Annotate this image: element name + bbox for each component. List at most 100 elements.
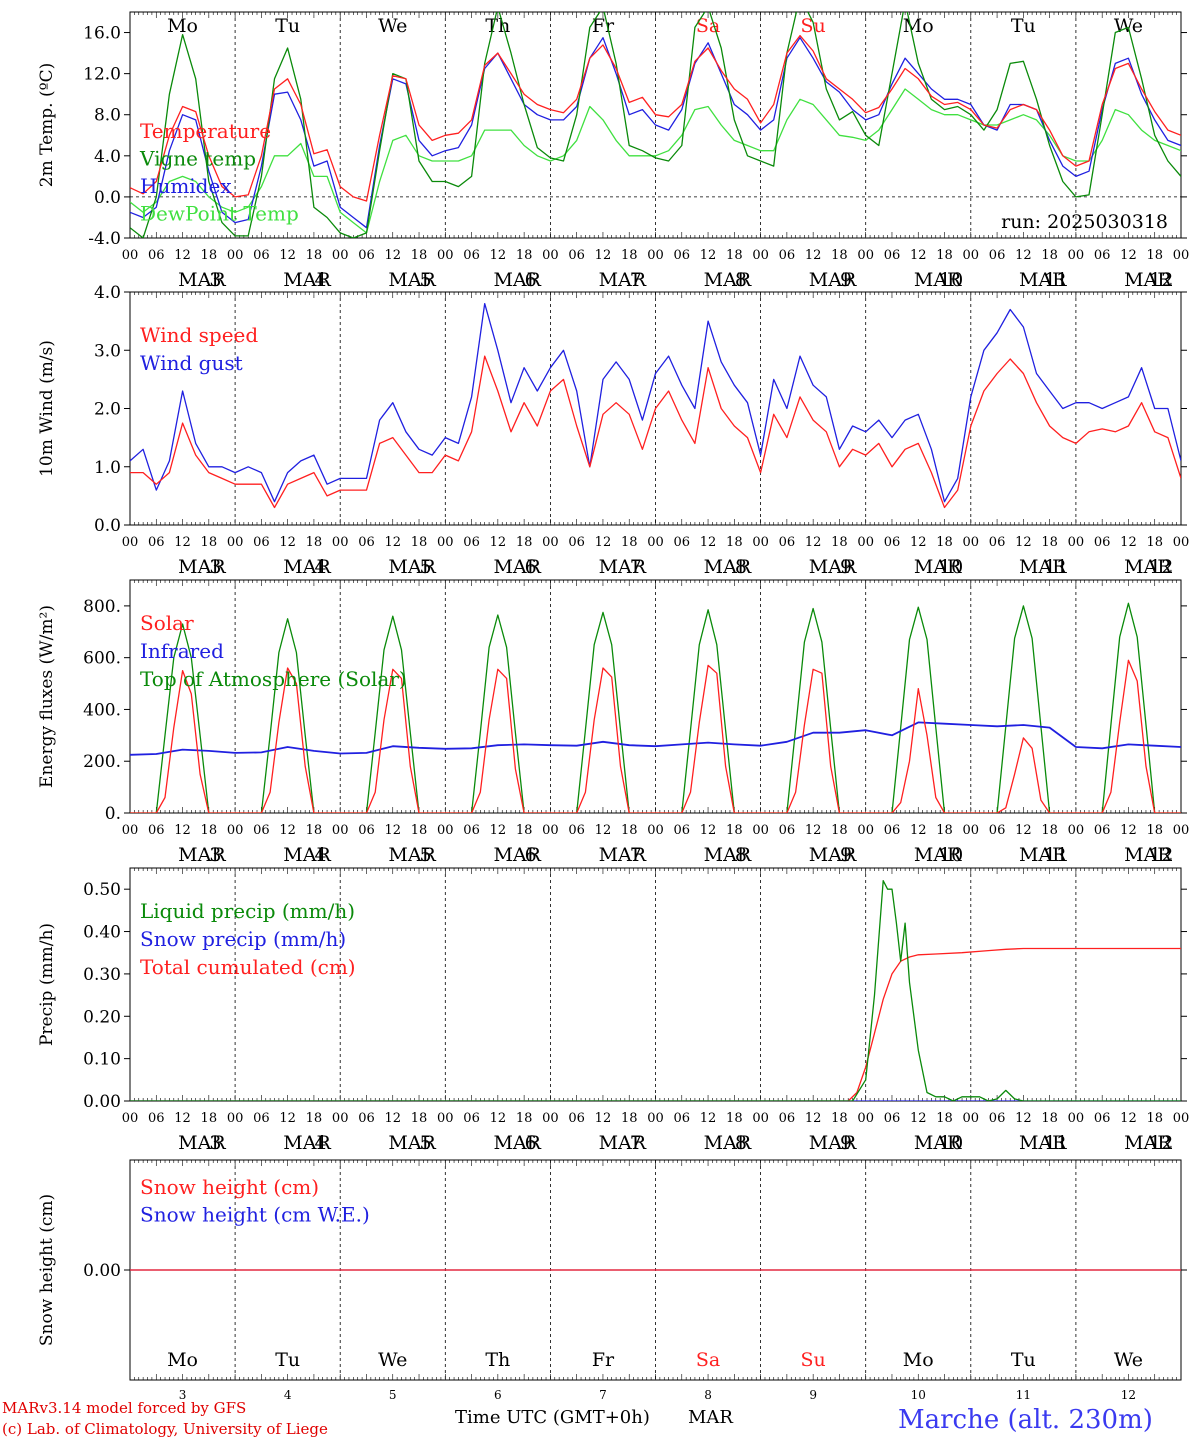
date-label-day: 7 [630,269,642,291]
legend-entry: Total cumulated (cm) [140,955,356,979]
date-label-day: 12 [1149,269,1173,291]
date-label-day: 11 [1044,269,1068,291]
date-label-day: 10 [939,556,963,578]
hour-tick-label: 12 [490,1111,507,1126]
legend-entry: Humidex [140,174,232,198]
hour-tick-label: 06 [884,248,901,263]
hour-tick-label: 00 [332,535,349,550]
hour-tick-label: 18 [516,535,533,550]
hour-tick-label: 12 [700,1111,717,1126]
date-label-month: MAR [388,269,436,291]
y-tick-label: 1.0 [94,458,121,478]
hour-tick-label: 18 [516,823,533,838]
hour-tick-label: 00 [437,535,454,550]
y-tick-label: 0.0 [94,188,121,208]
series-line-infrared [130,721,1181,756]
hour-tick-label: 06 [253,248,270,263]
y-tick-label: 4.0 [94,147,121,167]
hour-tick-label: 12 [279,248,296,263]
hour-tick-label: 18 [1041,248,1058,263]
weekday-label: Tu [1011,15,1036,37]
hour-tick-label: 18 [831,1111,848,1126]
hour-tick-label: 00 [332,823,349,838]
hour-tick-label: 12 [805,823,822,838]
hour-tick-label: 12 [1120,535,1137,550]
hour-tick-label: 12 [490,248,507,263]
weekday-label: Tu [1011,1349,1036,1371]
hour-tick-label: 00 [647,1111,664,1126]
hour-tick-label: 00 [332,248,349,263]
date-label-month: MAR [914,556,962,578]
hour-tick-label: 12 [910,1111,927,1126]
weekday-label: We [1114,15,1143,37]
day-number-label: 10 [911,1388,926,1402]
hour-tick-label: 06 [779,823,796,838]
date-label-day: 12 [1149,556,1173,578]
date-label-month: MAR [1124,556,1172,578]
date-label-day: 9 [840,556,852,578]
hour-tick-label: 00 [227,535,244,550]
hour-tick-label: 06 [253,823,270,838]
day-number-label: 11 [1016,1388,1031,1402]
date-label-month: MAR [914,269,962,291]
hour-tick-label: 06 [989,535,1006,550]
weekday-label: We [378,1349,407,1371]
hour-tick-label: 06 [568,823,585,838]
y-tick-label: 800. [83,597,121,617]
hour-tick-label: 18 [411,535,428,550]
hour-tick-label: 00 [647,823,664,838]
hour-tick-label: 18 [201,1111,218,1126]
date-label-month: MAR [809,844,857,866]
hour-tick-label: 12 [490,535,507,550]
hour-tick-label: 12 [1015,1111,1032,1126]
hour-tick-label: 06 [884,823,901,838]
weekday-label: We [378,15,407,37]
hour-tick-label: 12 [910,535,927,550]
hour-tick-label: 18 [1146,1111,1163,1126]
hour-tick-label: 18 [936,1111,953,1126]
legend-entry: Wind gust [140,351,243,375]
hour-tick-label: 00 [227,1111,244,1126]
date-label-day: 5 [420,269,432,291]
legend-entry: Solar [140,611,194,635]
hour-tick-label: 18 [936,823,953,838]
date-label-day: 9 [840,269,852,291]
date-label-day: 11 [1044,556,1068,578]
hour-tick-label: 18 [411,248,428,263]
day-number-label: 7 [599,1388,607,1402]
date-label-month: MAR [809,556,857,578]
hour-tick-label: 12 [279,823,296,838]
weekday-label: We [1114,1349,1143,1371]
hour-tick-label: 06 [358,535,375,550]
hour-tick-label: 18 [1041,823,1058,838]
hour-tick-label: 06 [463,535,480,550]
hour-tick-label: 00 [857,1111,874,1126]
hour-tick-label: 00 [963,1111,980,1126]
hour-tick-label: 18 [726,823,743,838]
weekday-label: Fr [592,1349,615,1371]
legend-entry: Snow height (cm) [140,1175,319,1199]
date-label-month: MAR [809,269,857,291]
hour-tick-label: 00 [963,248,980,263]
date-label-month: MAR [493,269,541,291]
legend-entry: Infrared [140,639,224,663]
hour-tick-label: 00 [647,248,664,263]
hour-tick-label: 00 [332,1111,349,1126]
hour-tick-label: 12 [1120,1111,1137,1126]
hour-tick-label: 00 [857,823,874,838]
hour-tick-label: 12 [1120,248,1137,263]
hour-tick-label: 06 [1094,535,1111,550]
hour-tick-label: 06 [148,248,165,263]
date-label-day: 3 [209,269,221,291]
hour-tick-label: 00 [1068,1111,1085,1126]
hour-tick-label: 18 [1041,535,1058,550]
hour-tick-label: 12 [595,1111,612,1126]
hour-tick-label: 00 [437,823,454,838]
date-label-day: 9 [840,844,852,866]
hour-tick-label: 06 [463,823,480,838]
hour-tick-label: 00 [122,248,139,263]
x-axis-label: Time UTC (GMT+0h) [455,1407,650,1428]
date-label-month: MAR [493,556,541,578]
hour-tick-label: 18 [831,823,848,838]
hour-tick-label: 06 [779,535,796,550]
